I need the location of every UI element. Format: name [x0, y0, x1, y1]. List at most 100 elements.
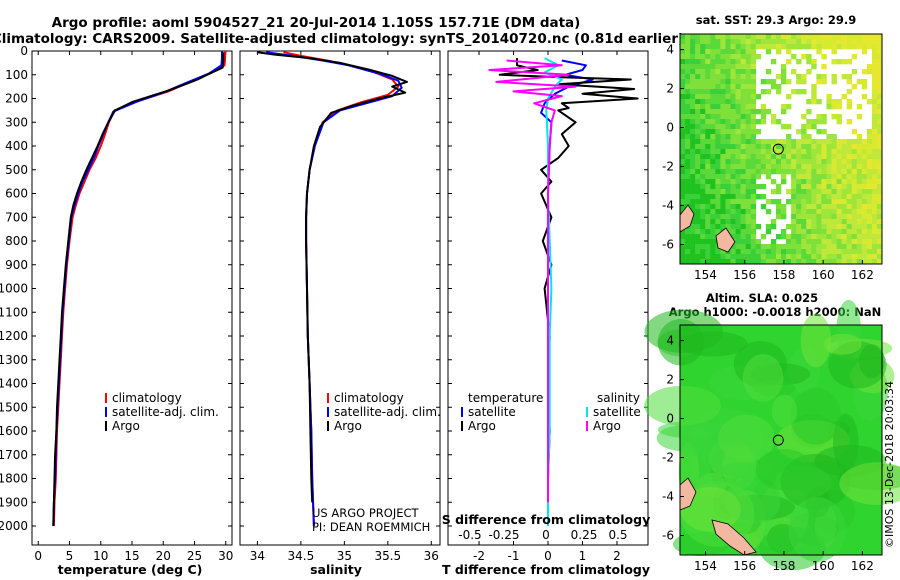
sst-cell — [826, 249, 832, 255]
sst-cell — [720, 159, 726, 165]
sst-map-cells — [680, 34, 883, 265]
sst-cell — [831, 229, 837, 235]
sst-cell — [781, 64, 787, 70]
sst-cell — [876, 124, 883, 130]
sst-cell — [846, 34, 852, 40]
sst-cell — [705, 149, 711, 155]
sst-cell — [866, 134, 873, 140]
sst-cell — [735, 44, 741, 50]
sst-cell — [781, 254, 787, 260]
sst-cell — [745, 104, 751, 110]
sst-cell — [775, 44, 782, 50]
sst-cell — [816, 99, 822, 105]
sst-cell — [786, 199, 792, 205]
sst-cell — [801, 139, 807, 145]
sst-cell — [730, 84, 736, 90]
sst-cell — [806, 109, 812, 115]
sst-cell — [876, 134, 883, 140]
series-line-climatology — [52, 51, 227, 527]
sst-cell — [690, 109, 696, 115]
sst-cell — [846, 39, 852, 45]
sst-cell — [861, 189, 868, 195]
sst-cell — [695, 119, 701, 125]
sst-cell — [710, 109, 716, 115]
sla-blob — [800, 313, 832, 368]
sst-cell — [826, 154, 832, 160]
sst-cell — [700, 184, 706, 190]
sst-cell — [750, 79, 757, 85]
sst-cell — [856, 244, 863, 250]
sst-cell — [876, 79, 883, 85]
sst-cell — [715, 109, 721, 115]
sst-cell — [851, 244, 858, 250]
sst-cell — [841, 249, 847, 255]
map-y-tick-label: -2 — [662, 160, 674, 174]
sst-cell — [836, 104, 842, 110]
sst-cell — [801, 219, 807, 225]
sla-map: Altim. SLA: 0.025 Argo h1000: -0.0018 h2… — [644, 291, 900, 573]
sst-cell — [740, 84, 746, 90]
sst-cell — [740, 149, 746, 155]
legend-label: satellite — [468, 405, 516, 419]
sst-cell — [831, 164, 837, 170]
sst-cell — [735, 169, 741, 175]
sst-cell — [796, 204, 802, 210]
sst-cell — [781, 204, 787, 210]
sst-cell — [765, 39, 772, 45]
sst-cell — [796, 129, 802, 135]
sst-cell — [801, 194, 807, 200]
sst-cell — [836, 184, 842, 190]
sst-cell — [801, 189, 807, 195]
sst-cell — [791, 234, 797, 240]
sst-cell — [781, 109, 787, 115]
sst-cell — [841, 179, 847, 185]
sst-cell — [781, 229, 787, 235]
sst-cell — [816, 199, 822, 205]
sst-cell — [871, 229, 878, 235]
sst-cell — [801, 154, 807, 160]
sst-cell — [816, 79, 822, 85]
credit-line1: US ARGO PROJECT — [312, 506, 420, 520]
sst-cell — [775, 89, 782, 95]
sst-cell — [841, 149, 847, 155]
s-difference-tick-label: 0.25 — [571, 528, 598, 542]
sst-cell — [836, 214, 842, 220]
sst-cell — [876, 94, 883, 100]
sst-cell — [730, 119, 736, 125]
sst-cell — [841, 94, 847, 100]
sst-cell — [685, 229, 691, 235]
sst-cell — [730, 184, 736, 190]
sst-cell — [781, 179, 787, 185]
sst-cell — [745, 109, 751, 115]
sst-cell — [760, 39, 767, 45]
sst-cell — [821, 209, 827, 215]
x-tick-label: -2 — [473, 549, 485, 563]
sst-cell — [720, 59, 726, 65]
sst-cell — [750, 149, 757, 155]
sst-cell — [866, 229, 873, 235]
sst-cell — [705, 214, 711, 220]
sst-cell — [705, 174, 711, 180]
sst-cell — [826, 159, 832, 165]
sst-cell — [841, 194, 847, 200]
sst-cell — [685, 129, 691, 135]
salinity-x-axis: 34 34.5 35 35.5 36 — [250, 51, 439, 563]
sst-cell — [846, 254, 852, 260]
sst-cell — [720, 99, 726, 105]
sst-cell — [750, 49, 757, 55]
difference-x-axis: -2 -1 0 1 2 — [473, 51, 621, 563]
sst-cell — [710, 189, 716, 195]
sst-cell — [720, 169, 726, 175]
sst-cell — [791, 224, 797, 230]
sst-cell — [765, 159, 772, 165]
sst-cell — [861, 169, 868, 175]
sst-cell — [755, 239, 762, 245]
sst-cell — [745, 49, 751, 55]
sst-cell — [866, 164, 873, 170]
sst-cell — [846, 79, 852, 85]
sst-cell — [851, 164, 858, 170]
x-tick-label: 5 — [66, 549, 74, 563]
sst-cell — [876, 254, 883, 260]
sst-cell — [806, 209, 812, 215]
sst-cell — [715, 34, 721, 40]
